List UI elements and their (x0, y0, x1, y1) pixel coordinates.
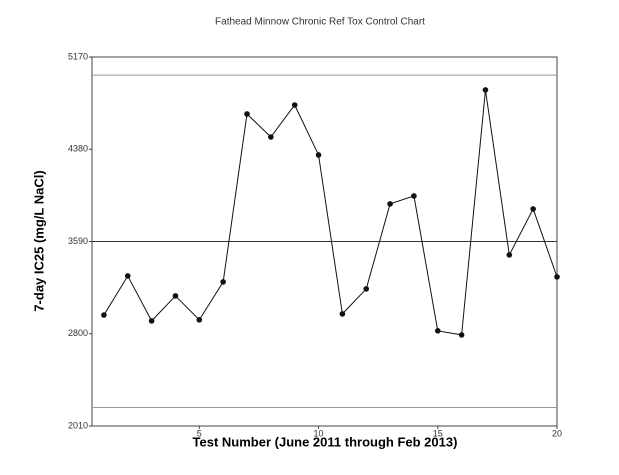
data-point (530, 206, 536, 212)
y-tick-label: 3590 (68, 236, 88, 246)
data-point (244, 111, 250, 117)
data-point (387, 201, 393, 207)
data-point (268, 134, 274, 140)
y-axis-label: 7-day IC25 (mg/L NaCl) (31, 170, 46, 311)
x-tick-label: 20 (552, 428, 562, 438)
data-point (434, 328, 441, 334)
data-point (339, 311, 346, 317)
data-point (482, 87, 489, 93)
data-point (172, 293, 179, 299)
data-point (458, 332, 465, 338)
data-point (101, 312, 107, 318)
x-tick-label: 5 (197, 428, 202, 438)
data-point (363, 286, 370, 292)
data-point (291, 102, 298, 108)
data-point (554, 274, 560, 280)
data-point (148, 318, 155, 324)
series-line (103, 89, 558, 336)
data-point (315, 152, 322, 158)
x-tick-label: 15 (433, 428, 443, 438)
x-axis-label: Test Number (June 2011 through Feb 2013) (193, 434, 458, 449)
data-point (411, 193, 417, 199)
data-point (220, 279, 226, 285)
y-tick-label: 4380 (68, 144, 88, 154)
y-tick-label: 2010 (68, 420, 88, 430)
x-tick-label: 10 (314, 428, 324, 438)
y-tick-label: 2800 (68, 328, 88, 338)
y-tick-label: 5170 (68, 51, 88, 61)
data-point (124, 273, 131, 279)
data-point (506, 252, 513, 258)
data-point (196, 317, 203, 323)
chart-title: Fathead Minnow Chronic Ref Tox Control C… (215, 17, 425, 28)
